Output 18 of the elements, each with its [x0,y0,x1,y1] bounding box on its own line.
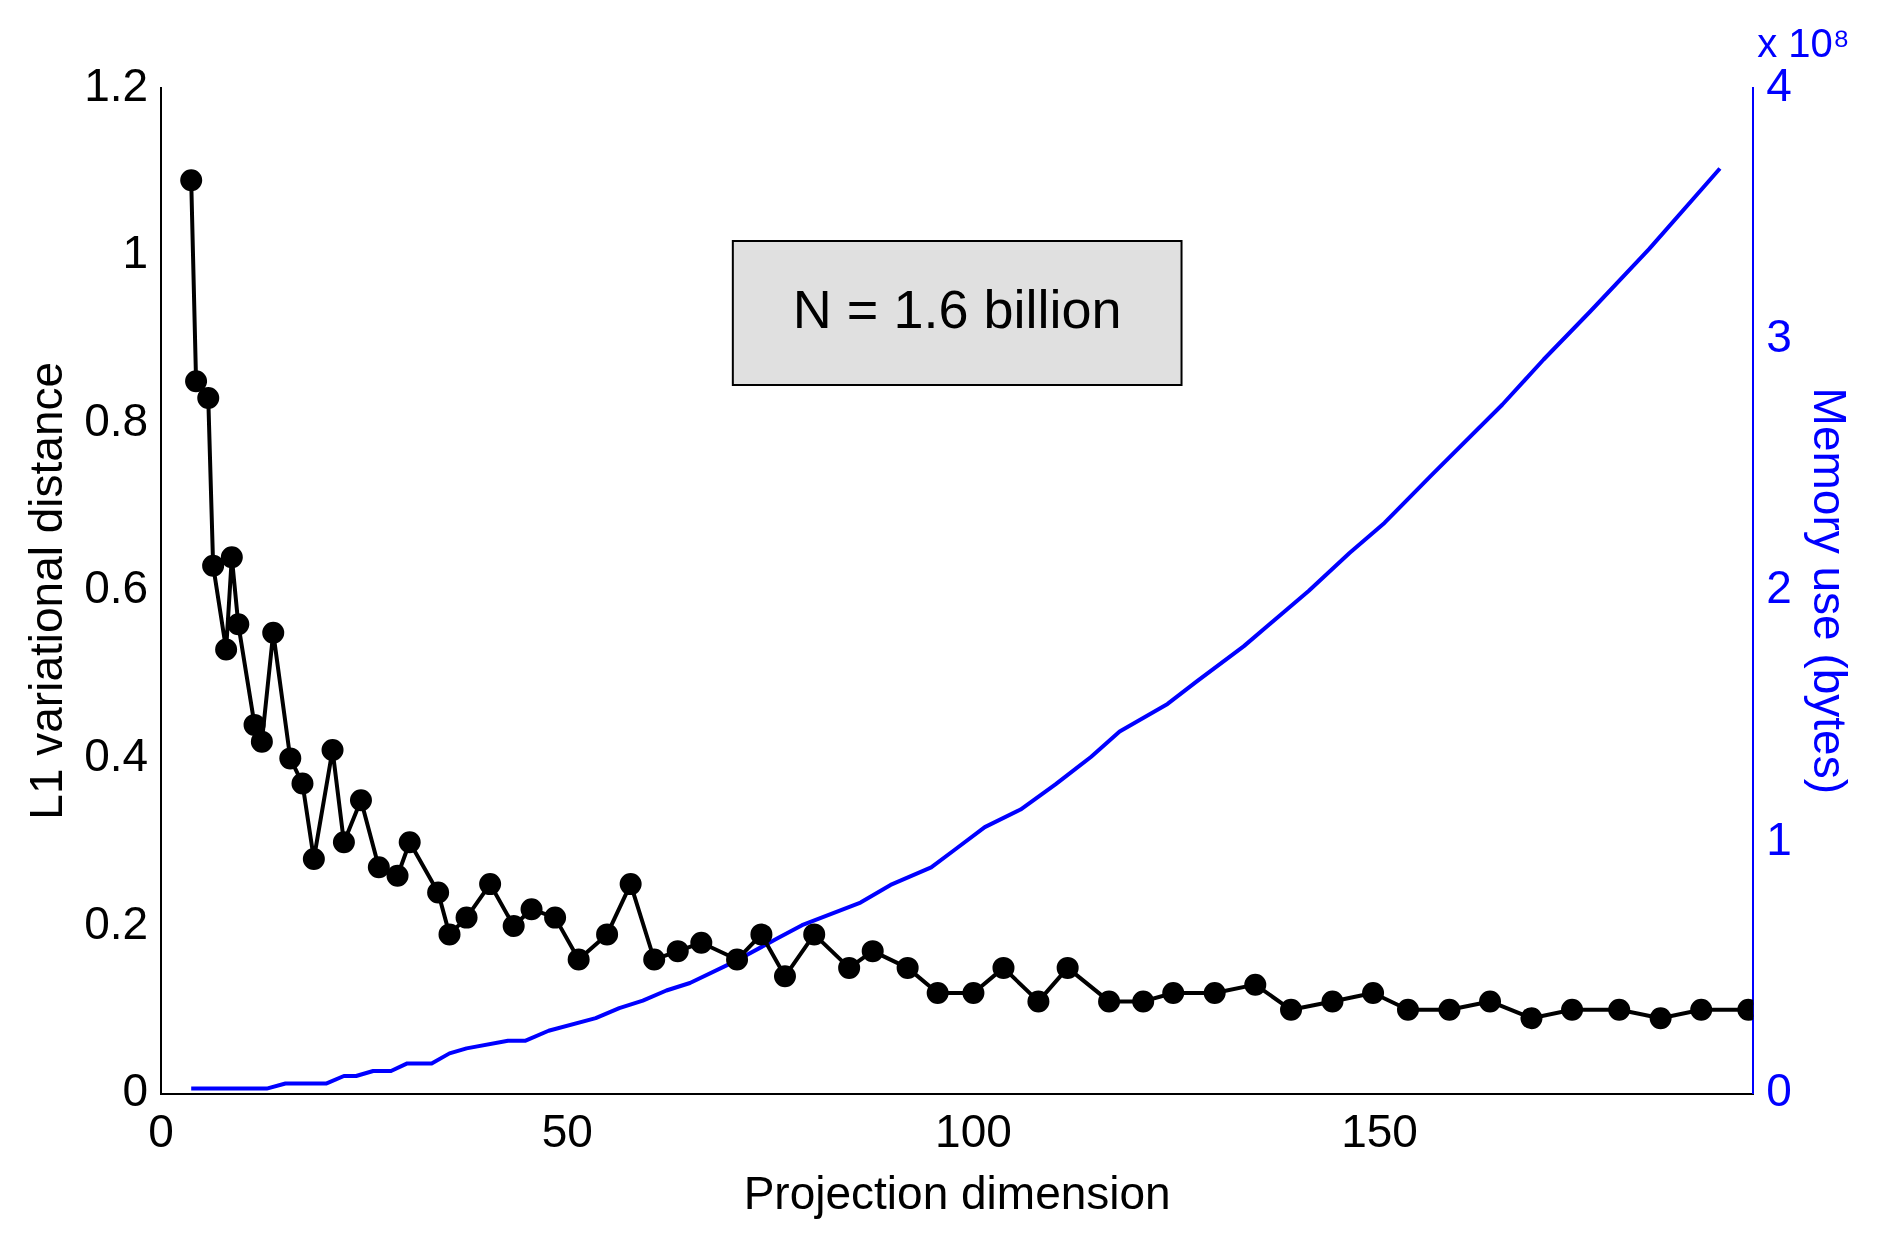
x-axis-title: Projection dimension [743,1167,1171,1220]
y2-tick-label: 1 [1766,812,1792,865]
y2-tick-label: 2 [1766,561,1792,614]
y-axis-title: L1 variational distance [20,361,73,820]
y2-tick-label: 0 [1766,1064,1792,1117]
annotation: N = 1.6 billion [792,278,1122,339]
x-tick-label: 150 [1341,1104,1418,1157]
y-tick-label: 0.8 [84,393,149,446]
y-tick-label: 0.4 [84,729,149,782]
x-tick-label: 50 [541,1104,593,1157]
x-tick-label: 100 [935,1104,1012,1157]
y-tick-label: 0.6 [84,561,149,614]
y-tick-label: 1.2 [84,58,149,111]
y2-axis-title: Memory use (bytes) [1803,387,1856,795]
y-tick-label: 1 [122,226,149,279]
y2-tick-label: 3 [1766,310,1792,363]
y-tick-label: 0 [122,1064,149,1117]
y-tick-label: 0.2 [84,896,149,949]
